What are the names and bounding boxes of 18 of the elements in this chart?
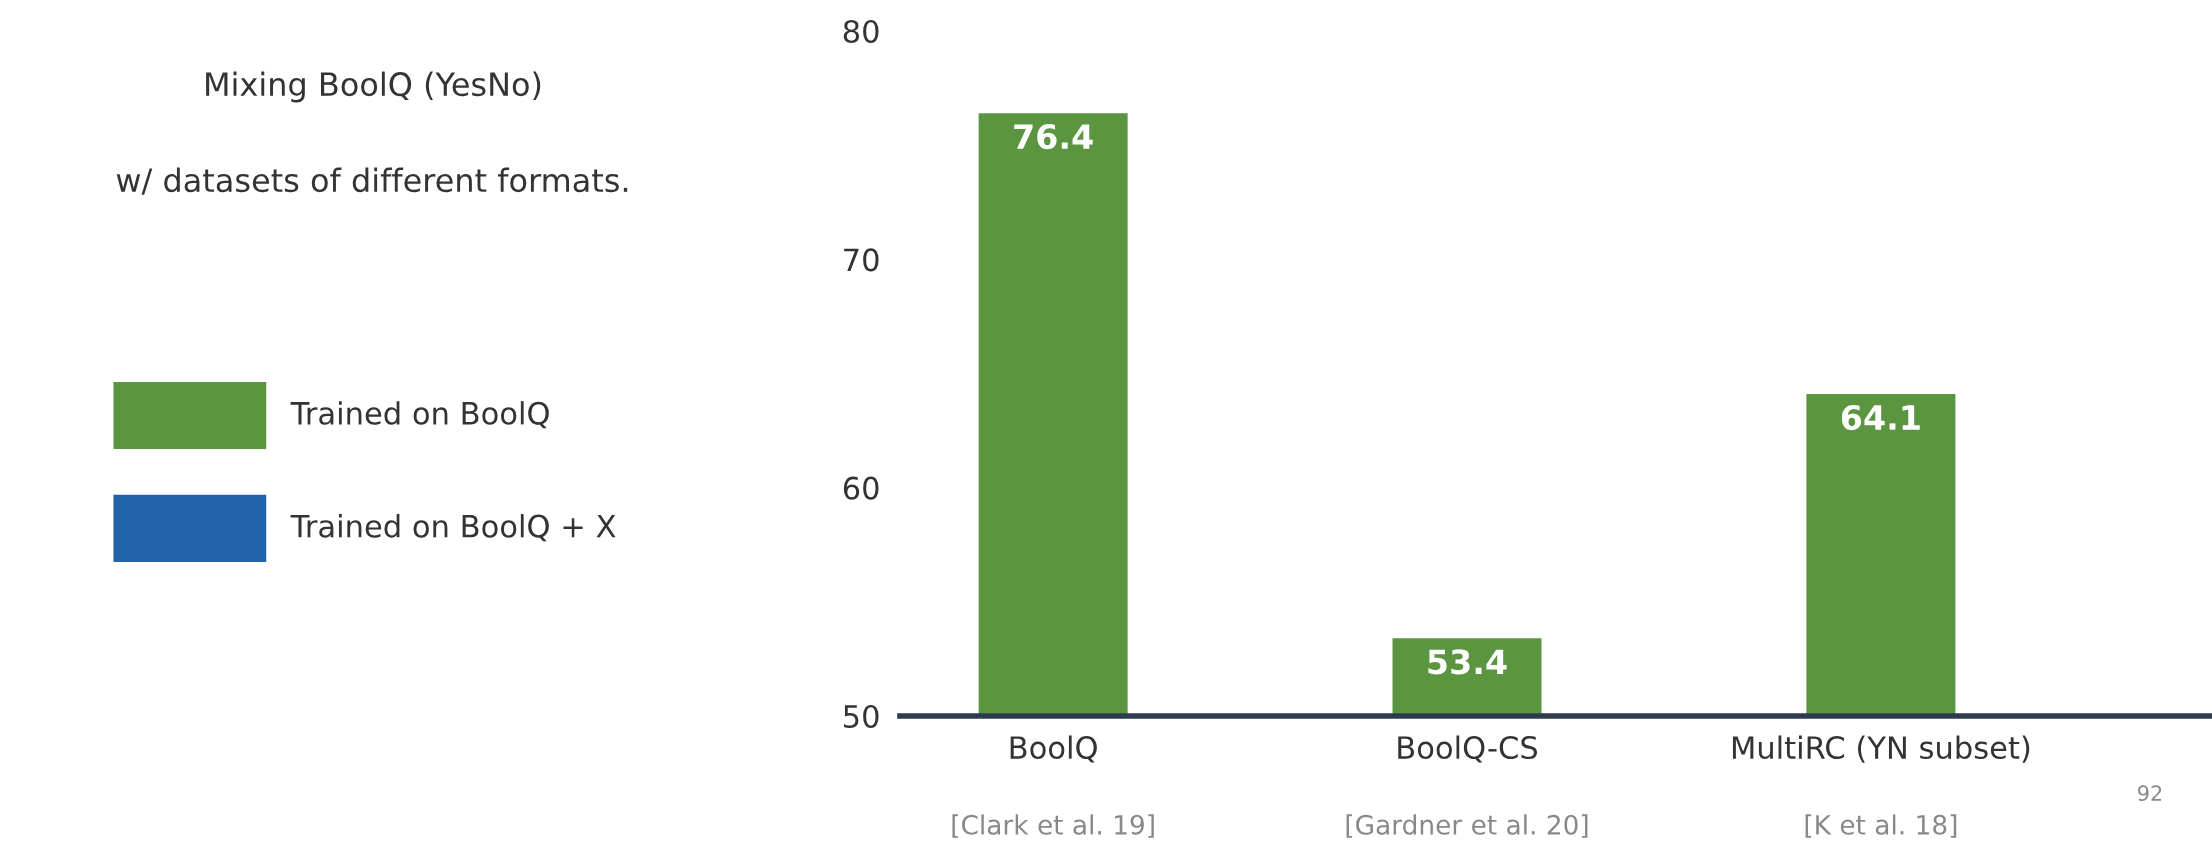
y-tick-label: 50 (844, 704, 879, 729)
x-tick-label: BoolQ-CS (1398, 735, 1538, 763)
data-label: 53.4 (1428, 649, 1507, 675)
data-label: 76.4 (1014, 124, 1093, 150)
data-label: 64.1 (1841, 404, 1920, 431)
x-tick-label: MultiRC (YN subset) (1732, 735, 2030, 763)
text: Mixing BoolQ (YesNo) (206, 71, 541, 103)
text: w/ datasets of different formats. (116, 167, 628, 195)
legend-label: Trained on BoolQ (290, 401, 549, 429)
legend-label: Trained on BoolQ + X (290, 514, 616, 542)
text: [Gardner et al. 20] (1346, 814, 1588, 838)
text: 92 (2138, 785, 2162, 802)
y-tick-label: 80 (843, 19, 879, 44)
x-tick-label: BoolQ (1010, 735, 1097, 763)
y-tick-label: 60 (843, 476, 879, 500)
text: [K et al. 18] (1805, 814, 1957, 838)
y-tick-label: 70 (844, 248, 879, 272)
text: [Clark et al. 19] (952, 814, 1154, 838)
